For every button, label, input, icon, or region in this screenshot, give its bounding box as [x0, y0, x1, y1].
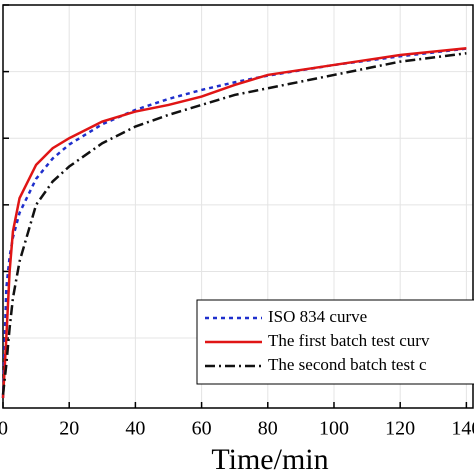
- legend-label: The second batch test c: [268, 355, 427, 374]
- x-tick-label: 100: [319, 418, 349, 440]
- x-tick-label: 60: [192, 418, 212, 440]
- x-tick-label: 40: [125, 418, 145, 440]
- series-line: [1, 52, 467, 395]
- legend-label: ISO 834 curve: [268, 307, 367, 326]
- x-tick-label: 140: [451, 418, 474, 440]
- x-tick-label: 120: [385, 418, 415, 440]
- series-line: [1, 47, 467, 399]
- x-tick-label: 0: [0, 418, 8, 440]
- x-tick-label: 80: [258, 418, 278, 440]
- plot-frame: [2, 4, 474, 409]
- x-axis-label: Time/min: [211, 443, 328, 474]
- x-tick-label: 20: [59, 418, 79, 440]
- legend-label: The first batch test curv: [268, 331, 430, 350]
